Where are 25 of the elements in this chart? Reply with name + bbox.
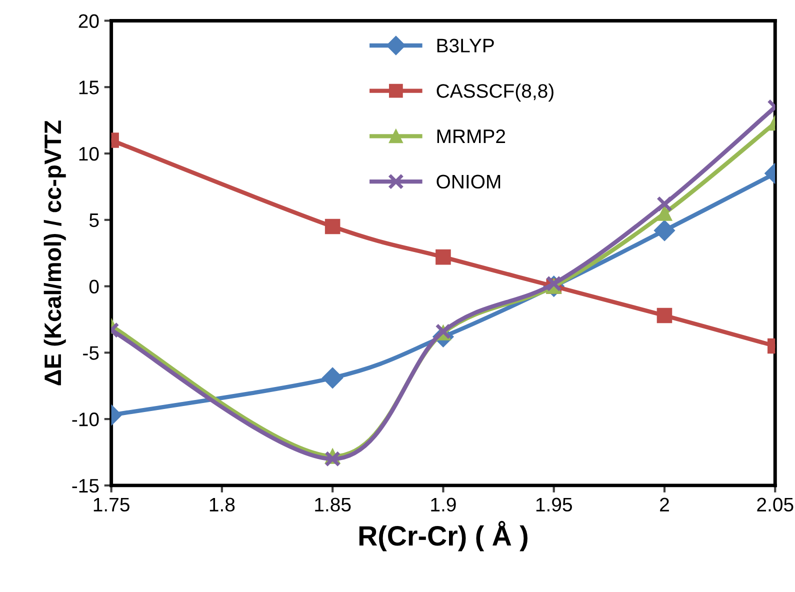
legend-label: CASSCF(8,8): [436, 84, 554, 102]
point: [436, 249, 451, 265]
y-tick-label: 5: [89, 214, 99, 228]
x-tick-label: 1.75: [94, 498, 130, 512]
y-tick-label: 10: [79, 146, 99, 161]
legend-label: ONIOM: [436, 174, 500, 189]
legend-label: B3LYP: [437, 38, 494, 53]
point: [322, 367, 344, 388]
y-tick-label: 0: [89, 280, 99, 294]
y-tick-label: -10: [72, 412, 99, 426]
x-tick-label: 1.8: [210, 498, 235, 512]
y-tick-label: 20: [78, 14, 99, 28]
y-tick-label: 15: [79, 80, 99, 94]
y-tick-label: -5: [83, 346, 99, 360]
x-tick-label: 2.05: [757, 498, 794, 512]
x-tick-label: 1.85: [315, 498, 351, 512]
y-tick-label: -15: [72, 479, 99, 493]
point: [324, 450, 341, 467]
x-tick-label: 1.95: [536, 498, 572, 512]
y-axis-title: ΔE (Kcal/mol) / cc-pVTZ: [44, 120, 66, 386]
x-tick-label: 1.9: [431, 498, 456, 512]
legend-label: MRMP2: [437, 129, 506, 144]
x-tick-label: 2: [660, 498, 669, 512]
x-axis-title: R(Cr-Cr) ( Å ): [359, 520, 528, 552]
point: [324, 218, 340, 234]
